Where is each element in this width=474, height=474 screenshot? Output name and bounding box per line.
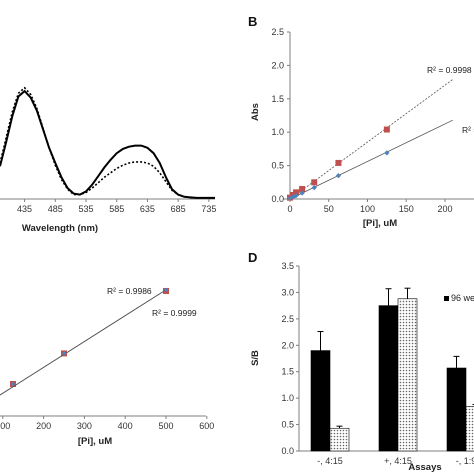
spectra-x-tick-label: 435 [17,204,32,214]
spectra-x-tick-label: 735 [201,204,216,214]
panel-b-x-tick-label: 100 [360,204,375,214]
panel-b-y-ticks: 0.0 0.5 1.0 1.5 2.0 2.5 [271,27,290,204]
panel-b-point-red [293,189,300,196]
panel-d-letter: D [248,250,257,265]
spectrum-line-dotted [0,86,215,199]
spectra-x-tick-label: 485 [48,204,63,214]
panel-d-bar-dotted [465,406,474,452]
panel-d-y-tick-label: 1.5 [281,367,294,377]
panel-c-r2-blue: R² = 0.9999 [152,308,197,318]
panel-c-x-tick-label: 300 [77,421,92,431]
panel-b: B 0 50 100 150 200 0.0 0.5 1.0 1.5 2.0 2.5 Abs [P… [248,14,474,229]
panel-c-point-blue [163,287,169,292]
panel-b-point-red [335,159,342,166]
panel-c-x-tick-label: 200 [36,421,51,431]
panel-c-x-tick-label: 600 [199,421,214,431]
spectra-x-tick-label: 585 [109,204,124,214]
panel-d-bar-black [378,305,399,452]
panel-c: 100200300400500600 [Pi], uM R² = 0.9986 … [0,286,214,447]
panel-b-point-red [383,126,390,133]
panel-d-y-tick-label: 1.0 [281,393,294,403]
panel-b-fit-line-blue [289,119,453,200]
spectra-x-tick-label: 535 [78,204,93,214]
panel-spectra: 435 485 535 585 635 685 735 Wavelength (nm) [0,86,216,234]
panel-d-y-tick-label: 2.5 [281,314,294,324]
spectrum-line-solid [0,89,215,199]
panel-d-y-tick-label: 3.0 [281,287,294,297]
panel-c-r2-red: R² = 0.9986 [107,286,152,296]
panel-b-x-axis-label: [Pi], uM [363,218,397,229]
panel-d-y-tick-label: 3.5 [281,261,294,271]
panel-d-y-tick-label: 0.5 [281,420,294,430]
panel-b-x-tick-label: 200 [437,204,452,214]
panel-b-x-tick-label: 150 [399,204,414,214]
panel-b-r2-red: R² = 0.9998 [427,65,472,75]
panel-d-x-tick-label: -, 1:9 [456,456,474,466]
panel-b-x-tick-label: 50 [324,204,334,214]
panel-b-point-blue [384,150,390,156]
panel-d-bar-black [310,350,331,452]
panel-d-bar-dotted [329,427,350,452]
panel-d-y-axis-label: S/B [250,350,261,366]
panel-b-x-ticks: 0 50 100 150 200 [287,199,453,214]
panel-c-point-blue [61,351,67,356]
panel-c-plot-area [0,287,206,417]
panel-b-x-tick-label: 0 [287,204,292,214]
panel-d-x-tick-label: +, 4:15 [384,456,412,466]
panel-d-y-ticks: 0.0 0.5 1.0 1.5 2.0 2.5 3.0 3.5 [281,261,299,456]
spectra-x-ticks: 435 485 535 585 635 685 735 [17,199,216,214]
panel-b-y-tick-label: 1.5 [271,94,284,104]
panel-b-y-tick-label: 0.5 [271,161,284,171]
panel-b-point-red [311,179,318,186]
panel-c-x-tick-label: 400 [118,421,133,431]
panel-b-point-blue [299,190,305,196]
panel-c-x-axis-label: [Pi], uM [78,436,112,447]
panel-b-point-blue [293,193,299,199]
panel-b-y-axis-label: Abs [250,103,261,121]
spectra-x-axis-label: Wavelength (nm) [22,223,98,234]
panel-d-y-tick-label: 2.0 [281,340,294,350]
panel-b-y-tick-label: 1.0 [271,127,284,137]
spectra-x-tick-label: 685 [171,204,186,214]
panel-d-bar-black [446,367,467,452]
panel-b-y-tick-label: 0.0 [271,194,284,204]
panel-b-r2-blue: R² = 0.99 [462,125,474,135]
panel-d: D -, 4:15 +, 4:15 -, 1:9 0.0 0.5 1.0 1.5 2.0 2.… [248,250,474,473]
panel-d-legend-label: 96 we [451,293,474,303]
panel-b-point-blue [290,194,296,200]
panel-d-y-tick-label: 0.0 [281,446,294,456]
spectra-x-tick-label: 635 [140,204,155,214]
panel-c-x-ticks: 100 200 300 400 500 600 [0,416,214,431]
panel-c-x-tick-label: 100 [0,421,10,431]
panel-b-y-tick-label: 2.5 [271,27,284,37]
panel-b-point-blue [311,185,317,191]
panel-b-y-tick-label: 2.0 [271,60,284,70]
panel-d-x-ticks: -, 4:15 +, 4:15 -, 1:9 [317,456,474,466]
panel-d-legend: 96 we [444,293,474,303]
panel-d-x-tick-label: -, 4:15 [317,456,343,466]
panel-d-plot-area [298,266,474,452]
panel-b-letter: B [248,14,257,29]
panel-b-fit-line-red [289,79,453,200]
panel-c-fit-line-blue [0,289,167,396]
panel-d-bar-dotted [397,298,418,452]
panel-d-legend-swatch [444,296,449,301]
panel-c-x-tick-label: 500 [158,421,173,431]
panel-d-x-axis-label: Assays [408,462,441,473]
spectra-plot-area [0,86,215,200]
panel-c-point-blue [10,381,16,387]
panel-b-point-red [299,185,306,192]
panel-b-plot-area [283,32,474,201]
panel-b-point-blue [335,173,342,179]
